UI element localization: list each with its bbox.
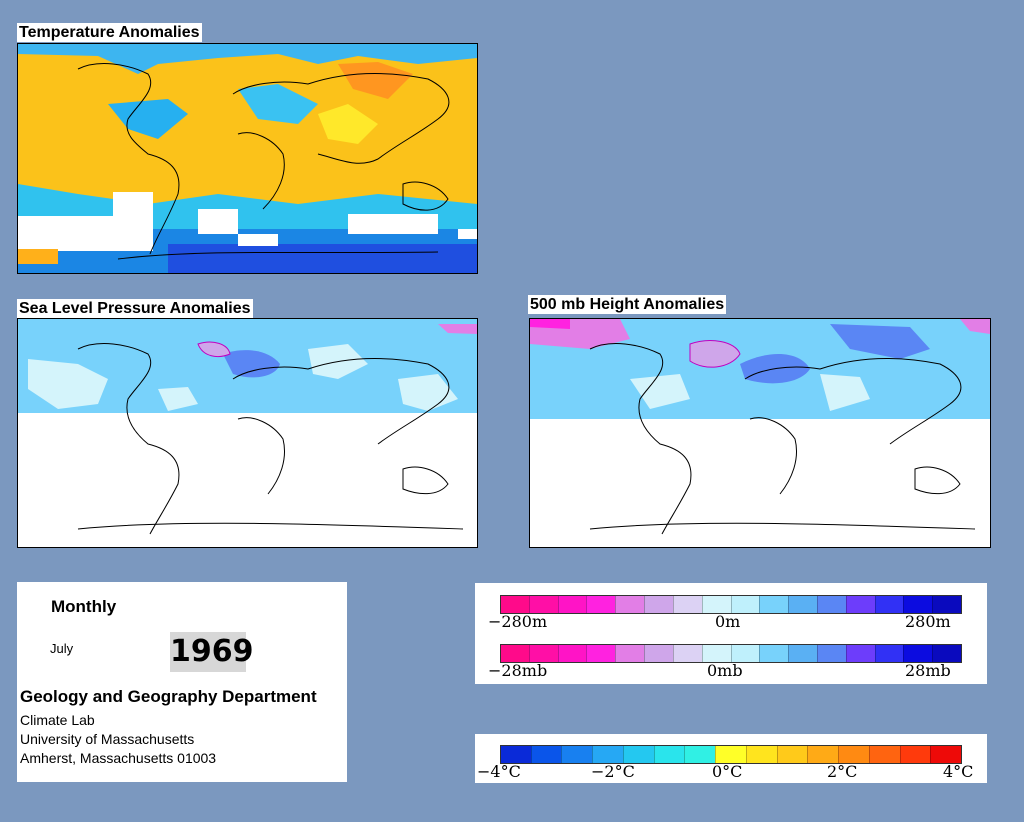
pressure-colorbar-swatch — [932, 645, 961, 662]
temperature-colorbar-swatch — [838, 746, 869, 763]
temperature-colorbar-swatch — [745, 746, 777, 763]
temp-label-2: −2°C — [591, 762, 635, 781]
temperature-colorbar-swatch — [807, 746, 839, 763]
pressure-min-label: −28mb — [488, 661, 548, 680]
temperature-colorbar-swatch — [561, 746, 593, 763]
height-colorbar-swatch — [932, 596, 961, 613]
height-colorbar-swatch — [586, 596, 616, 613]
height-colorbar-swatch — [615, 596, 645, 613]
height-colorbar-swatch — [557, 596, 587, 613]
pressure-colorbar-swatch — [672, 645, 702, 662]
height-colorbar-swatch — [788, 596, 817, 613]
pressure-colorbar-swatch — [788, 645, 817, 662]
temperature-colorbar-swatch — [868, 746, 900, 763]
height-colorbar-swatch — [845, 596, 875, 613]
height-colorbar-swatch — [730, 596, 760, 613]
pressure-max-label: 28mb — [905, 661, 951, 680]
height-max-label: 280m — [905, 612, 951, 631]
pressure-colorbar-swatch — [816, 645, 846, 662]
pressure-colorbar-swatch — [759, 645, 789, 662]
lab-label: Climate Lab — [20, 712, 95, 728]
height-min-label: −280m — [488, 612, 548, 631]
info-panel: Monthly July 1969 Geology and Geography … — [17, 582, 347, 782]
temperature-legend: −4°C −2°C 0°C 2°C 4°C — [475, 734, 987, 783]
height500-map-title: 500 mb Height Anomalies — [528, 295, 727, 314]
pressure-colorbar-swatch — [557, 645, 587, 662]
temperature-colorbar-swatch — [592, 746, 623, 763]
address-label: Amherst, Massachusetts 01003 — [20, 750, 217, 766]
temp-label-1: −4°C — [477, 762, 521, 781]
temperature-colorbar — [500, 745, 962, 764]
height-colorbar-swatch — [874, 596, 904, 613]
height-pressure-legend: −280m 0m 280m −28mb 0mb 28mb — [475, 583, 987, 684]
period-label: Monthly — [51, 597, 117, 616]
temperature-colorbar-swatch — [684, 746, 716, 763]
pressure-colorbar-swatch — [730, 645, 760, 662]
pressure-colorbar — [500, 644, 962, 663]
pressure-colorbar-swatch — [615, 645, 645, 662]
height-colorbar-swatch — [501, 596, 529, 613]
slp-map-canvas — [18, 319, 477, 535]
pressure-colorbar-swatch — [701, 645, 731, 662]
height-colorbar-swatch — [903, 596, 933, 613]
height-colorbar-swatch — [759, 596, 789, 613]
temp-label-5: 4°C — [943, 762, 974, 781]
pressure-colorbar-swatch — [845, 645, 875, 662]
temperature-colorbar-swatch — [653, 746, 685, 763]
temp-label-4: 2°C — [827, 762, 858, 781]
temperature-map-canvas — [18, 44, 477, 273]
pressure-colorbar-swatch — [903, 645, 933, 662]
temperature-colorbar-swatch — [715, 746, 746, 763]
height500-map-canvas — [530, 319, 990, 535]
slp-map-title: Sea Level Pressure Anomalies — [17, 299, 253, 318]
university-label: University of Massachusetts — [20, 731, 195, 747]
pressure-mid-label: 0mb — [707, 661, 743, 680]
year-label: 1969 — [170, 632, 254, 672]
height-colorbar-swatch — [816, 596, 846, 613]
pressure-colorbar-swatch — [586, 645, 616, 662]
temperature-colorbar-swatch — [899, 746, 931, 763]
temperature-colorbar-swatch — [530, 746, 562, 763]
temperature-anomaly-map — [17, 43, 478, 274]
temperature-map-title: Temperature Anomalies — [17, 23, 202, 42]
temperature-colorbar-swatch — [776, 746, 808, 763]
pressure-colorbar-swatch — [874, 645, 904, 662]
height-colorbar — [500, 595, 962, 614]
slp-anomaly-map — [17, 318, 478, 548]
temperature-colorbar-swatch — [622, 746, 654, 763]
pressure-colorbar-swatch — [528, 645, 558, 662]
temp-label-3: 0°C — [712, 762, 743, 781]
pressure-colorbar-swatch — [644, 645, 673, 662]
temperature-colorbar-swatch — [930, 746, 962, 763]
height-colorbar-swatch — [644, 596, 673, 613]
height-colorbar-swatch — [672, 596, 702, 613]
height-colorbar-swatch — [701, 596, 731, 613]
department-label: Geology and Geography Department — [20, 687, 317, 706]
height-colorbar-swatch — [528, 596, 558, 613]
temperature-colorbar-swatch — [501, 746, 531, 763]
pressure-colorbar-swatch — [501, 645, 529, 662]
height-mid-label: 0m — [715, 612, 741, 631]
month-label: July — [50, 641, 74, 656]
height500-anomaly-map — [529, 318, 991, 548]
